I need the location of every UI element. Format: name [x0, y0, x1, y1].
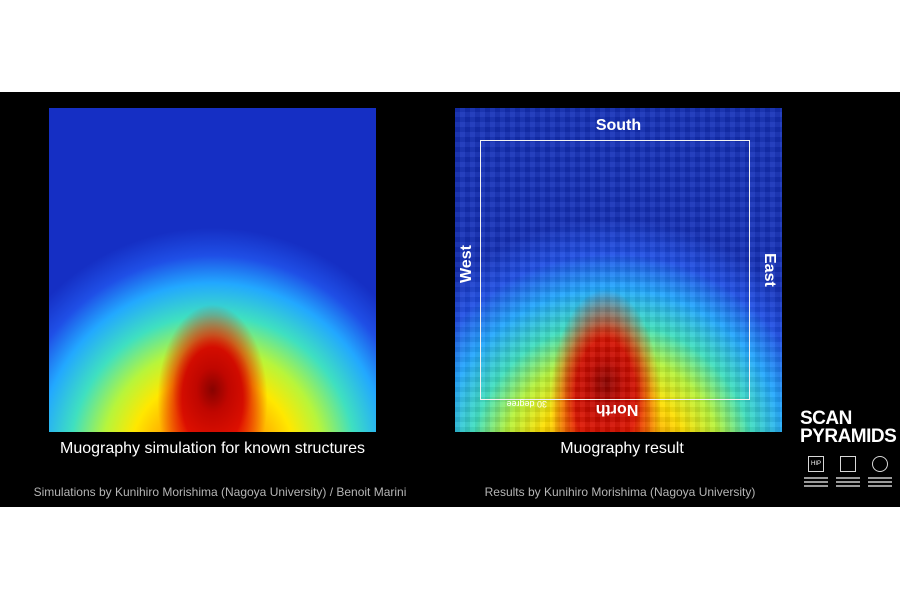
logo-title-line2: PYRAMIDS [800, 426, 897, 447]
university-seal-icon [872, 456, 888, 472]
simulation-caption: Muography simulation for known structure… [59, 440, 366, 457]
east-label: East [761, 253, 778, 287]
eagle-emblem-icon [840, 456, 856, 472]
hip-partner: HIP [802, 456, 830, 500]
result-caption: Muography result [560, 440, 684, 457]
scanpyramids-logo: SCAN PYRAMIDS HIP [800, 408, 897, 502]
logo-title-line1: SCAN [800, 408, 852, 429]
simulation-heatmap [49, 108, 376, 432]
cairo-university-partner [866, 456, 894, 500]
hip-emblem-icon: HIP [808, 456, 824, 472]
degree-label: 30 degree [506, 399, 547, 409]
result-credit: Results by Kunihiro Morishima (Nagoya Un… [484, 485, 756, 499]
egypt-partner [834, 456, 862, 500]
west-label: West [458, 245, 475, 283]
image-band: South West East North 30 degree Muograph… [0, 92, 900, 507]
north-label: North [595, 401, 639, 418]
result-heatmap: South West East North 30 degree [455, 108, 782, 432]
south-label: South [595, 117, 642, 134]
partner-logos: HIP [802, 456, 894, 500]
simulation-credit: Simulations by Kunihiro Morishima (Nagoy… [33, 485, 407, 499]
pyramid-outline-box [480, 140, 750, 400]
